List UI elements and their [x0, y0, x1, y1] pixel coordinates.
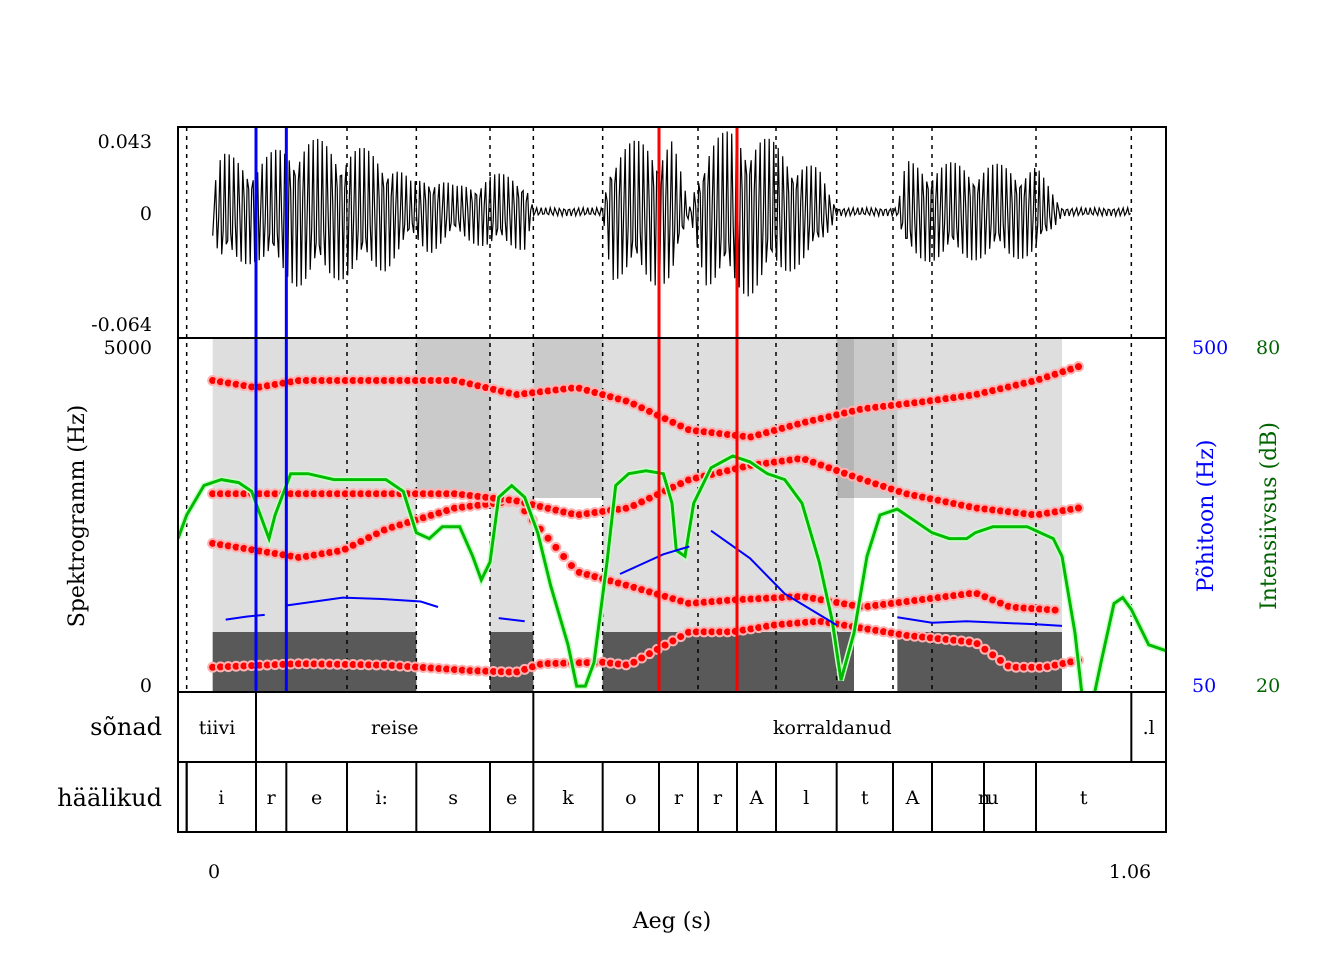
waveform-ytick-max: 0.043 — [98, 131, 152, 153]
tier-1-label-1: r — [267, 787, 277, 809]
spectrogram-fricative-0 — [416, 338, 490, 498]
intensity-ytick-min: 20 — [1256, 675, 1280, 697]
spectrogram-ytick-max: 5000 — [104, 337, 152, 359]
words-tier-label: sõnad — [90, 713, 162, 741]
pitch-segment-4 — [710, 529, 838, 626]
spectrogram-ylabel: Spektrogramm (Hz) — [65, 405, 90, 627]
formant-dot-F1 — [987, 649, 999, 661]
formant-dot-F2 — [550, 541, 562, 553]
spectrogram-fricative-1 — [533, 338, 603, 498]
pitch-axis-label: Põhitoon (Hz) — [1194, 440, 1219, 593]
tier-1-label-16: t — [1080, 787, 1088, 809]
tier-1-label-4: s — [448, 787, 458, 809]
tier-1-label-11: l — [803, 787, 809, 809]
x-tick-label-0: 0 — [208, 861, 220, 883]
tier-0-label-0: tiivi — [199, 717, 236, 739]
formant-dot-F1 — [994, 654, 1006, 666]
formant-dot-F3 — [1072, 502, 1084, 514]
formant-dot-F2 — [542, 532, 554, 544]
tier-1-label-13: A — [905, 787, 920, 809]
phones-tier-frame — [177, 761, 1167, 833]
formant-dot-F4 — [1072, 361, 1084, 373]
tier-0-label-3: .l — [1143, 717, 1155, 739]
intensity-ytick-max: 80 — [1256, 337, 1280, 359]
tier-1-label-5: e — [506, 787, 517, 809]
plot-content: tiivireisekorraldanud.lirei:sekorrAltAnu… — [178, 127, 1166, 832]
pitch-ytick-max: 500 — [1192, 337, 1228, 359]
formant-dot-F1 — [971, 638, 983, 650]
pitch-ytick-min: 50 — [1192, 675, 1216, 697]
tier-0-label-2: korraldanud — [773, 717, 892, 739]
phones-tier-label: häälikud — [57, 784, 162, 812]
pitch-segment-3 — [619, 545, 690, 575]
tier-1-label-3: i: — [375, 787, 387, 809]
intensity-curve — [178, 454, 1166, 692]
x-axis-label: Aeg (s) — [632, 909, 711, 934]
formant-dot-F1 — [979, 643, 991, 655]
formant-dot-F2 — [558, 550, 570, 562]
spectrogram-ytick-min: 0 — [140, 675, 152, 697]
spectrogram-energy-2 — [602, 338, 854, 632]
pitch-segment-0 — [225, 613, 265, 621]
tier-0-label-1: reise — [371, 717, 418, 739]
tier-1-label-8: r — [674, 787, 684, 809]
words-tier-frame — [177, 691, 1167, 763]
pitch-segment-1 — [286, 596, 439, 608]
tier-1-label-12: t — [861, 787, 869, 809]
waveform-ytick-zero: 0 — [140, 203, 152, 225]
intensity-axis-label: Intensiivsus (dB) — [1257, 422, 1282, 610]
spectrogram-energy-3 — [897, 338, 1062, 632]
pitch-segment-5 — [897, 616, 1063, 627]
tier-1-label-10: A — [749, 787, 764, 809]
tier-1-label-15: u — [987, 787, 999, 809]
tier-1-label-7: o — [625, 787, 636, 809]
waveform-ytick-min: -0.064 — [91, 314, 152, 336]
formant-dot-F2 — [1049, 604, 1061, 616]
tier-1-label-2: e — [311, 787, 322, 809]
pitch-segment-2 — [498, 617, 525, 623]
spectrogram-lowband-1 — [490, 632, 534, 692]
tier-1-label-9: r — [713, 787, 723, 809]
waveform-trace — [212, 131, 1132, 297]
formant-dot-F2 — [565, 560, 577, 572]
x-tick-label-1: 1.06 — [1109, 861, 1151, 883]
tier-1-label-6: k — [562, 787, 574, 809]
tier-1-label-0: i — [218, 787, 224, 809]
